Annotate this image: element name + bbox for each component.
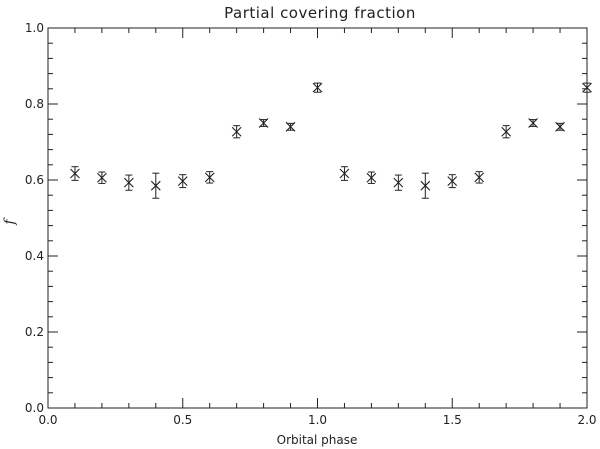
data-point-marker	[474, 172, 485, 183]
data-point-marker	[447, 176, 458, 187]
data-point-marker	[150, 180, 161, 191]
y-axis-label: f	[2, 217, 18, 226]
axis-ticks: 0.0 0.5 1.0 1.5 2.0 0.0 0.2 0.4 0.6 0.8 1.0	[25, 21, 597, 427]
y-tick-label: 0.2	[25, 325, 44, 339]
y-tick-label: 1.0	[25, 21, 44, 35]
x-tick-label: 0.0	[38, 413, 57, 427]
chart-title: Partial covering fraction	[224, 4, 416, 22]
x-tick-label: 2.0	[577, 413, 596, 427]
data-point-marker	[285, 121, 296, 132]
data-point-marker	[312, 82, 323, 93]
y-tick-label: 0.0	[25, 401, 44, 415]
x-tick-label: 1.5	[443, 413, 462, 427]
data-point-marker	[231, 126, 242, 137]
y-tick-label: 0.8	[25, 97, 44, 111]
data-point-marker	[123, 177, 134, 188]
data-point-marker	[582, 82, 592, 93]
x-tick-label: 1.0	[308, 413, 327, 427]
data-point-marker	[555, 121, 565, 132]
data-point-marker	[70, 168, 80, 179]
data-point-marker	[97, 172, 107, 183]
data-point-marker	[339, 168, 350, 179]
data-point-marker	[258, 118, 269, 128]
x-axis-label: Orbital phase	[277, 433, 358, 447]
error-bars	[71, 82, 591, 199]
data-point-marker	[393, 177, 404, 188]
data-point-marker	[204, 172, 215, 183]
data-point-marker	[501, 126, 512, 137]
data-point-marker	[420, 180, 431, 191]
data-point-marker	[528, 118, 538, 128]
y-tick-label: 0.6	[25, 173, 44, 187]
data-point-marker	[177, 176, 188, 187]
x-tick-label: 0.5	[173, 413, 192, 427]
data-point-marker	[366, 172, 377, 183]
y-tick-label: 0.4	[25, 249, 44, 263]
data-markers	[70, 82, 592, 191]
